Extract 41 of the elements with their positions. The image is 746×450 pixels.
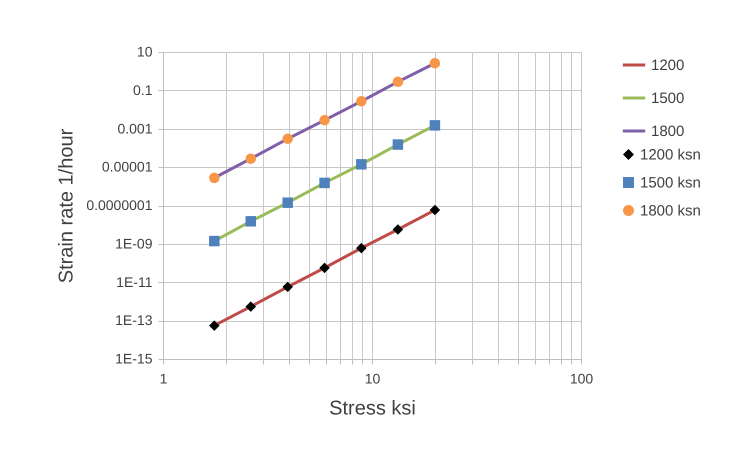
- point: [246, 153, 256, 164]
- y-tick-label: 1E-11: [116, 274, 153, 290]
- point: [356, 96, 367, 107]
- point: [392, 224, 404, 235]
- point: [209, 320, 220, 331]
- point: [246, 216, 256, 227]
- y-tick-label: 1E-13: [115, 312, 153, 328]
- x-tick-label: 1: [160, 370, 168, 386]
- y-tick-label: 0.1: [133, 82, 153, 98]
- point: [319, 262, 330, 274]
- y-tick-label: 10: [136, 44, 153, 60]
- y-tick-label: 0.0000001: [86, 197, 153, 213]
- legend-label: 1200: [651, 57, 684, 74]
- y-tick-label: 1E-09: [115, 235, 153, 252]
- y-tick-label: 0.00001: [102, 158, 153, 175]
- y-tick-label: 1E-15: [115, 350, 153, 366]
- point: [209, 172, 220, 184]
- point: [282, 134, 293, 144]
- legend-label: 1500: [651, 90, 684, 107]
- point: [392, 76, 404, 88]
- x-tick-label: 100: [570, 370, 594, 386]
- point: [282, 197, 293, 208]
- point: [430, 204, 440, 216]
- legend-label: 1800 ksn: [640, 202, 701, 220]
- point: [319, 114, 330, 126]
- y-axis-title: Strain rate 1/hour: [55, 128, 78, 284]
- point: [430, 58, 440, 68]
- point: [356, 242, 367, 254]
- point: [246, 301, 256, 312]
- point: [209, 236, 220, 246]
- point: [392, 139, 404, 150]
- legend-label: 1200 ksn: [640, 146, 701, 164]
- x-tick-label: 10: [364, 370, 380, 386]
- legend-label: 1800: [651, 123, 684, 140]
- y-tick-label: 0.001: [117, 120, 153, 136]
- point: [282, 282, 293, 292]
- point: [356, 159, 367, 170]
- x-axis-title: Stress ksi: [329, 398, 416, 420]
- point: [319, 178, 330, 188]
- point: [430, 120, 440, 131]
- legend-label: 1500 ksn: [640, 174, 701, 192]
